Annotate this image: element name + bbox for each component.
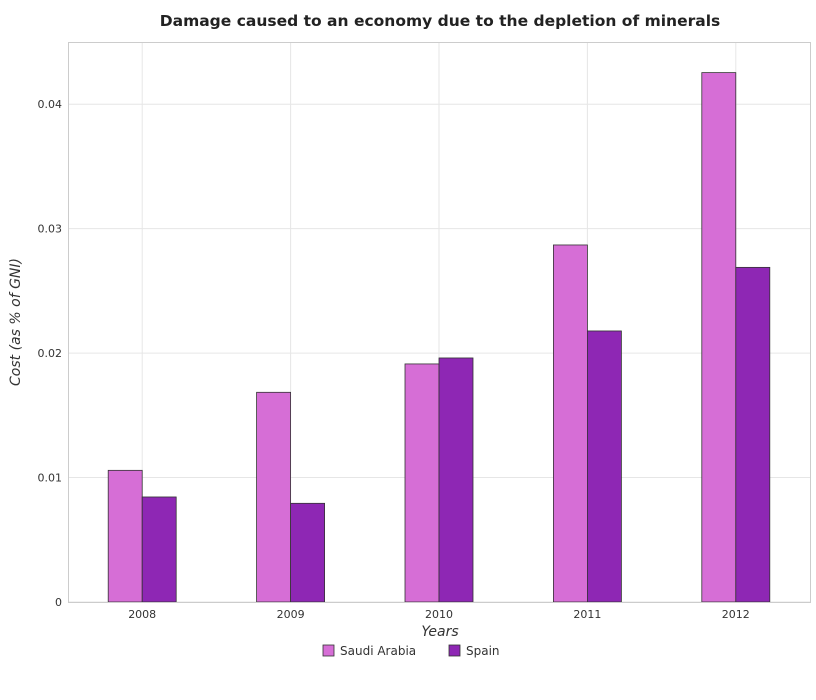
- x-tick-label: 2008: [128, 608, 156, 621]
- bar-saudi-arabia-2010: [404, 363, 440, 603]
- bar-saudi-arabia-2011: [553, 244, 588, 603]
- bar-spain-2009: [290, 502, 326, 603]
- bar-spain-2008: [141, 496, 177, 603]
- y-axis-label: Cost (as % of GNI): [8, 258, 24, 386]
- bar-saudi-arabia-2012: [701, 72, 737, 603]
- y-tick-label: 0.03: [38, 223, 63, 236]
- legend-swatch-saudi-arabia: [322, 644, 335, 657]
- chart-title: Damage caused to an economy due to the d…: [160, 12, 721, 30]
- legend: Saudi Arabia Spain: [322, 644, 500, 658]
- legend-swatch-spain: [448, 644, 461, 657]
- legend-label: Spain: [466, 644, 500, 658]
- x-axis-label: Years: [421, 624, 458, 640]
- bar-saudi-arabia-2009: [256, 391, 292, 603]
- x-tick-label: 2010: [425, 608, 453, 621]
- legend-label: Saudi Arabia: [340, 644, 416, 658]
- x-tick-label: 2011: [573, 608, 601, 621]
- y-tick-label: 0.04: [38, 98, 63, 111]
- x-tick-label: 2009: [277, 608, 305, 621]
- bar-spain-2011: [587, 330, 622, 603]
- bar-saudi-arabia-2008: [107, 469, 143, 603]
- x-tick-label: 2012: [722, 608, 750, 621]
- bar-spain-2012: [735, 266, 771, 603]
- y-tick-label: 0: [55, 596, 62, 609]
- y-tick-label: 0.02: [38, 347, 63, 360]
- y-tick-label: 0.01: [38, 472, 63, 485]
- plot-area-frame: [68, 42, 811, 603]
- x-tick-labels: 2008 2009 2010 2011 2012: [128, 608, 750, 621]
- bar-spain-2010: [438, 357, 474, 603]
- y-tick-labels: 0 0.01 0.02 0.03 0.04: [38, 98, 63, 609]
